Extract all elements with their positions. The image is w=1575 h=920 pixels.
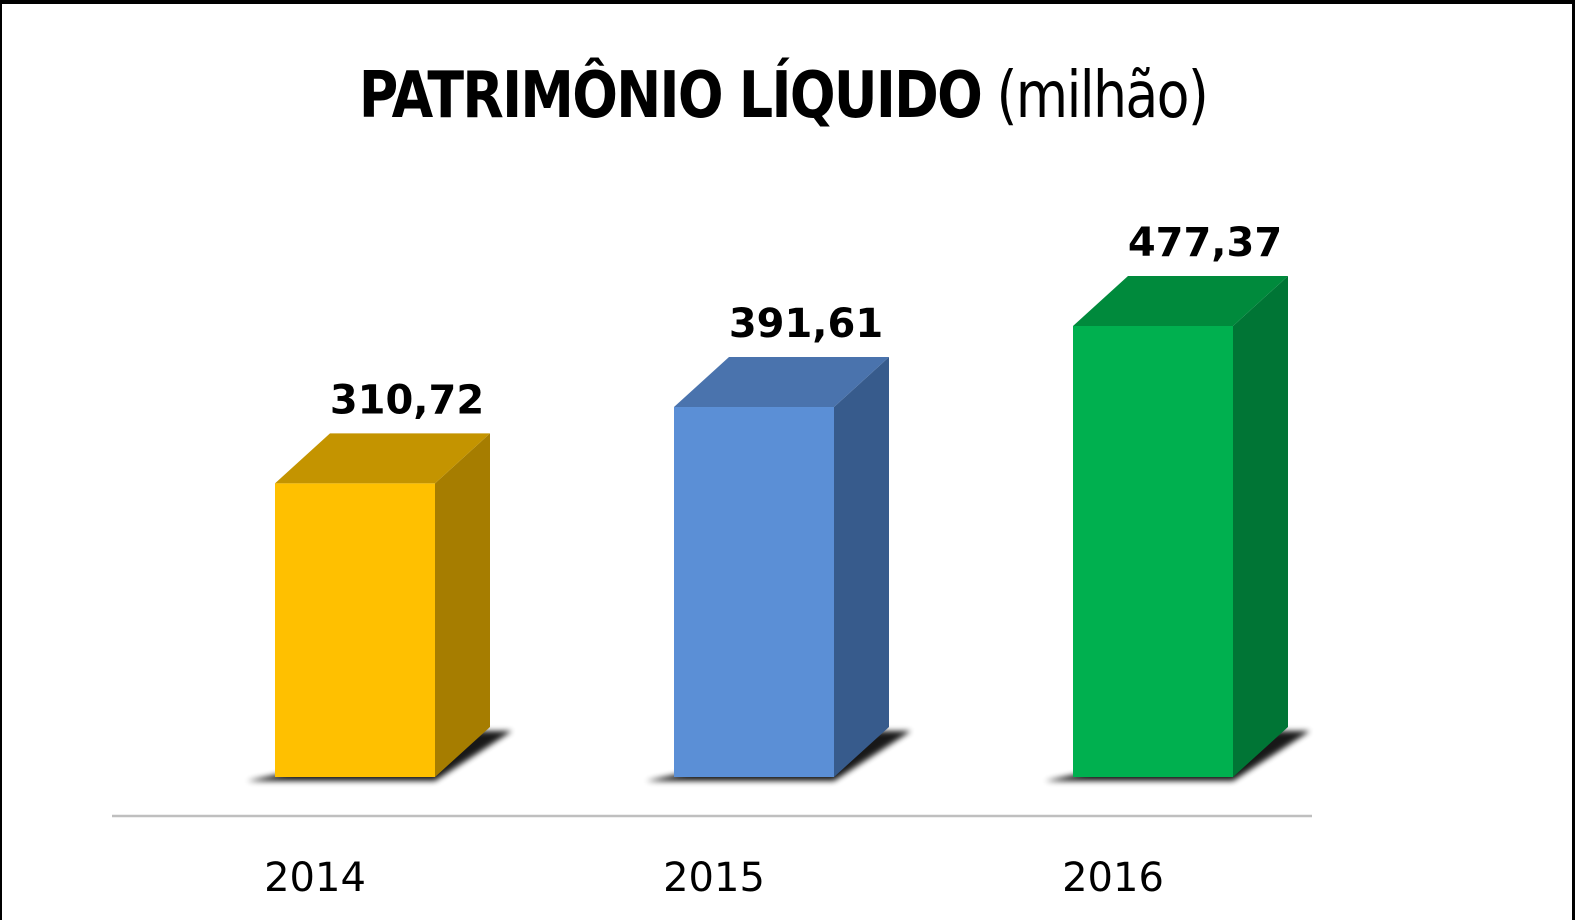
value-label-2016: 477,37 <box>1128 220 1282 266</box>
bar-2016 <box>1045 275 1310 781</box>
bar-side-2014 <box>435 433 490 777</box>
chart-title-unit: (milhão) <box>996 59 1209 133</box>
chart-plot: 310,72 391,61 477,37 2014 2015 2016 <box>112 220 1312 901</box>
value-label-2015: 391,61 <box>729 301 883 347</box>
value-label-2014: 310,72 <box>330 377 484 423</box>
bar-2015 <box>646 357 911 781</box>
bars-layer: 310,72 391,61 477,37 <box>247 220 1310 781</box>
bar-top-2014 <box>275 433 490 484</box>
chart-title-main: PATRIMÔNIO LÍQUIDO <box>358 59 983 133</box>
category-label-2014: 2014 <box>264 855 366 901</box>
category-label-2016: 2016 <box>1062 855 1164 901</box>
category-labels: 2014 2015 2016 <box>264 855 1164 901</box>
bar-side-2016 <box>1233 275 1288 777</box>
bar-front-2015 <box>674 407 834 777</box>
category-label-2015: 2015 <box>663 855 765 901</box>
bar-side-2015 <box>834 357 889 777</box>
bar-front-2014 <box>275 483 435 777</box>
chart-title: PATRIMÔNIO LÍQUIDO (milhão) <box>127 56 1439 136</box>
bar-2014 <box>247 433 512 781</box>
bar-top-2015 <box>674 357 889 408</box>
bar-top-2016 <box>1073 275 1288 326</box>
bar-front-2016 <box>1073 325 1233 777</box>
